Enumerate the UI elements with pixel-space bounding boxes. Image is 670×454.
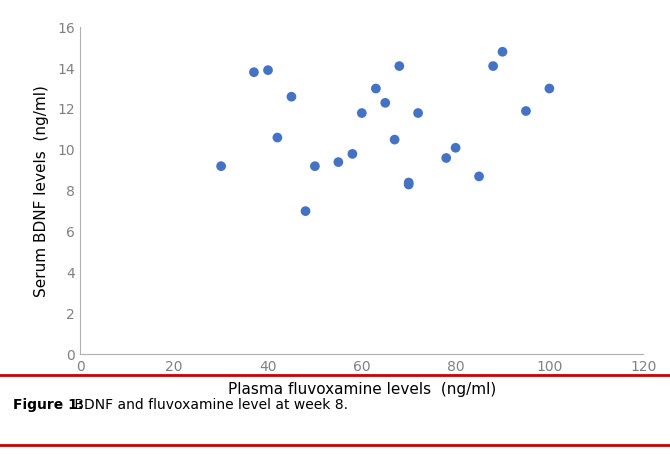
Point (474, 173, 484, 180)
Point (441, 154, 452, 162)
Point (450, 144, 461, 152)
Point (286, 93, 297, 100)
Point (521, 108, 531, 115)
Point (380, 99, 391, 106)
Point (263, 66, 273, 74)
Point (347, 150, 358, 158)
Point (389, 136, 400, 143)
Point (544, 85, 555, 92)
Y-axis label: Serum BDNF levels  (ng/ml): Serum BDNF levels (ng/ml) (34, 85, 49, 296)
Text: BDNF and fluvoxamine level at week 8.: BDNF and fluvoxamine level at week 8. (70, 398, 348, 412)
Point (333, 158, 344, 166)
Point (488, 62, 498, 69)
Point (249, 69, 259, 76)
Point (413, 109, 423, 117)
Point (403, 181, 414, 188)
Point (403, 179, 414, 186)
Point (497, 48, 508, 55)
X-axis label: Plasma fluvoxamine levels  (ng/ml): Plasma fluvoxamine levels (ng/ml) (228, 382, 496, 397)
Point (300, 207, 311, 215)
Point (272, 134, 283, 141)
Text: Figure 1:: Figure 1: (13, 398, 84, 412)
Point (394, 62, 405, 69)
Point (310, 163, 320, 170)
Point (356, 109, 367, 117)
Point (216, 163, 226, 170)
Point (371, 85, 381, 92)
